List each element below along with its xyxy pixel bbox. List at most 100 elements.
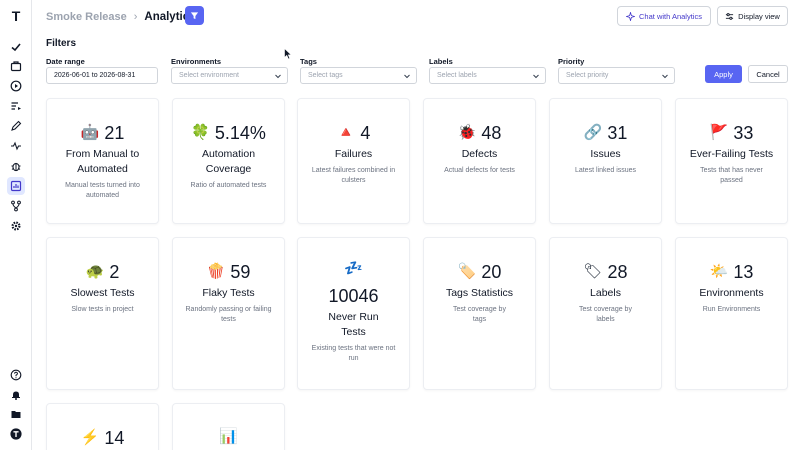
branch-icon[interactable] — [7, 197, 25, 215]
card-description: Existing tests that were not run — [311, 345, 396, 362]
card-description: Slow tests in project — [71, 306, 134, 313]
priority-select[interactable]: Select priority — [558, 67, 675, 84]
card-automation-coverage[interactable]: 🍀 5.14% Automation Coverage Ratio of aut… — [172, 98, 285, 224]
card-defects[interactable]: 🐞 48 Defects Actual defects for tests — [423, 98, 536, 224]
breadcrumb-separator: › — [133, 11, 138, 23]
card-failures[interactable]: 🔺 4 Failures Latest failures combined in… — [297, 98, 410, 224]
card-value: 31 — [607, 123, 628, 143]
tag-icon: 🏷️ — [457, 263, 477, 280]
link-icon: 🔗 — [583, 124, 603, 141]
sliders-icon — [726, 12, 734, 20]
card-title: Never Run Tests — [328, 311, 379, 338]
card-title: Failures — [334, 148, 373, 160]
card-description: Latest failures combined in culsters — [311, 167, 396, 184]
folder-icon[interactable] — [7, 405, 25, 423]
gear-icon[interactable] — [7, 217, 25, 235]
list-play-icon[interactable] — [7, 97, 25, 115]
page-title: Analytics — [144, 11, 196, 23]
card-from-manual-to-automated[interactable]: 🤖 21 From Manual to Automated Manual tes… — [46, 98, 159, 224]
card-value: 4 — [360, 123, 371, 143]
card-description: Test coverage by tags — [453, 306, 506, 323]
filter-icon — [190, 12, 199, 20]
bell-icon[interactable] — [7, 386, 25, 404]
display-view-button[interactable]: Display view — [717, 6, 788, 26]
card-title: Automation Coverage — [201, 148, 256, 175]
red-flag-icon: 🚩 — [709, 124, 729, 141]
mouse-pointer-icon — [284, 48, 292, 60]
card-description: Ratio of automated tests — [190, 182, 267, 189]
filter-toggle-button[interactable] — [185, 6, 204, 25]
card-title: Ever-Failing Tests — [689, 148, 774, 160]
card-title: Flaky Tests — [202, 287, 255, 299]
card-issues[interactable]: 🔗 31 Issues Latest linked issues — [549, 98, 662, 224]
checkmark-icon[interactable] — [7, 38, 25, 56]
environments-placeholder: Select environment — [179, 72, 239, 79]
card-value: 13 — [733, 262, 754, 282]
chat-button-label: Chat with Analytics — [639, 11, 702, 21]
labels-select[interactable]: Select labels — [429, 67, 546, 84]
card-description: Manual tests turned into automated — [65, 182, 140, 199]
bug-icon[interactable] — [7, 157, 25, 175]
cancel-button[interactable]: Cancel — [748, 65, 788, 83]
turtle-icon: 🐢 — [85, 263, 105, 280]
card-title: Slowest Tests — [70, 287, 135, 299]
card-description: Tests that has never passed — [700, 167, 763, 184]
app-logo[interactable]: T — [11, 8, 21, 24]
card-value: 5.14% — [214, 123, 266, 143]
card-title: Labels — [590, 287, 621, 299]
card-description: Randomly passing or failing tests — [185, 306, 272, 323]
card-description: Latest linked issues — [574, 167, 637, 174]
chevron-down-icon — [533, 74, 539, 79]
card-slowest-tests[interactable]: 🐢 2 Slowest Tests Slow tests in project — [46, 237, 159, 390]
tags-select[interactable]: Select tags — [300, 67, 417, 84]
play-circle-icon[interactable] — [7, 77, 25, 95]
card-value: 14 — [104, 428, 125, 448]
card-value: 20 — [481, 262, 502, 282]
card-ever-failing-tests[interactable]: 🚩 33 Ever-Failing Tests Tests that has n… — [675, 98, 788, 224]
card-tags-statistics[interactable]: 🏷️ 20 Tags Statistics Test coverage by t… — [423, 237, 536, 390]
card-title: Defects — [461, 148, 498, 160]
briefcase-icon[interactable] — [7, 57, 25, 75]
card-jira[interactable]: ⚡ 14 — [46, 403, 159, 450]
environments-label: Environments — [171, 57, 222, 66]
help-icon[interactable] — [7, 366, 25, 384]
card-chart[interactable]: 📊 — [172, 403, 285, 450]
priority-placeholder: Select priority — [566, 72, 609, 79]
card-value: 21 — [104, 123, 125, 143]
chevron-down-icon — [662, 74, 668, 79]
card-description: Actual defects for tests — [444, 167, 515, 174]
card-flaky-tests[interactable]: 🍿 59 Flaky Tests Randomly passing or fai… — [172, 237, 285, 390]
card-title: Issues — [590, 148, 621, 160]
card-title: Environments — [699, 287, 764, 299]
analytics-icon[interactable] — [7, 177, 25, 195]
tags-placeholder: Select tags — [308, 72, 343, 79]
card-description: Run Environments — [702, 306, 761, 313]
breadcrumb: Smoke Release › Analytics — [46, 9, 196, 25]
environments-select[interactable]: Select environment — [171, 67, 288, 84]
user-avatar-icon[interactable] — [7, 425, 25, 443]
card-labels[interactable]: 🏷 28 Labels Test coverage by labels — [549, 237, 662, 390]
card-value: 28 — [607, 262, 628, 282]
chevron-down-icon — [275, 74, 281, 79]
card-value: 48 — [481, 123, 502, 143]
jira-icon: ⚡ — [80, 429, 100, 446]
apply-button[interactable]: Apply — [705, 65, 742, 83]
bar-chart-icon: 📊 — [219, 428, 238, 445]
popcorn-icon: 🍿 — [206, 263, 226, 280]
chevron-down-icon — [404, 74, 410, 79]
card-environments[interactable]: 🌤️ 13 Environments Run Environments — [675, 237, 788, 390]
pulse-icon[interactable] — [7, 137, 25, 155]
sparkle-icon — [626, 11, 636, 21]
clover-icon: 🍀 — [191, 124, 210, 141]
pen-icon[interactable] — [7, 117, 25, 135]
card-value: 59 — [230, 262, 251, 282]
chat-with-analytics-button[interactable]: Chat with Analytics — [617, 6, 711, 26]
date-range-input[interactable]: 2026-06-01 to 2026-08-31 — [46, 67, 158, 84]
priority-label: Priority — [558, 57, 585, 66]
card-never-run-tests[interactable]: 💤 10046 Never Run Tests Existing tests t… — [297, 237, 410, 390]
sleeping-zzz-icon: 💤 — [344, 260, 363, 277]
red-triangle-icon: 🔺 — [336, 124, 356, 141]
left-nav-rail: T — [0, 0, 32, 450]
sun-cloud-icon: 🌤️ — [709, 263, 729, 280]
breadcrumb-project[interactable]: Smoke Release — [46, 11, 127, 23]
